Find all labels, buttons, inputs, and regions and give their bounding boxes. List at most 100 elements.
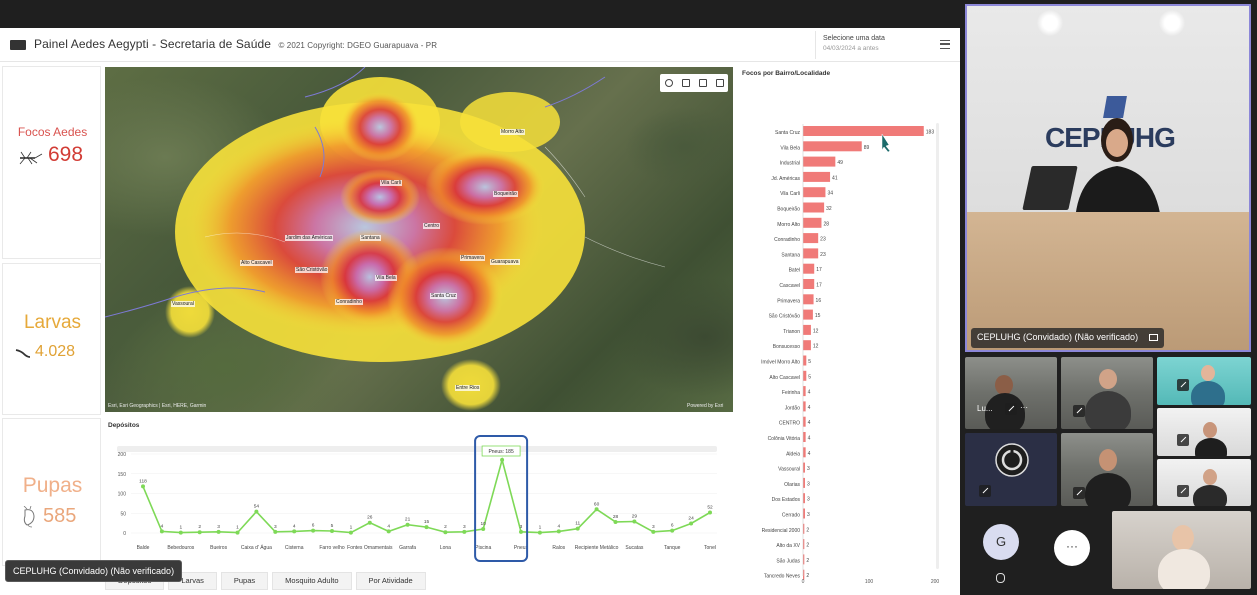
bar-value-label: 5: [808, 359, 811, 365]
line-point: [311, 528, 316, 533]
line-value-label: 118: [139, 478, 147, 484]
map-place-label: Morro Alto: [500, 129, 525, 135]
line-point: [651, 529, 656, 534]
bar-category-label: Dos Estados: [772, 497, 801, 503]
line-point: [178, 530, 183, 535]
focos-bar-chart[interactable]: Santa Cruz 183 Vila Bela 89 Industrial 49 Jd. …: [737, 67, 958, 589]
line-value-label: 4: [161, 523, 164, 529]
line-point: [141, 484, 145, 489]
bar-value-label: 34: [827, 191, 833, 197]
map-place-label: Conradinho: [335, 299, 363, 305]
bar-value-label: 89: [864, 145, 870, 151]
participant-tile[interactable]: [965, 433, 1057, 506]
menu-icon[interactable]: [940, 40, 950, 49]
line-value-label: 60: [594, 501, 600, 507]
self-view-tile[interactable]: [1112, 511, 1251, 589]
participant-tile[interactable]: [1157, 408, 1251, 456]
tab-mosquito-adulto[interactable]: Mosquito Adulto: [272, 572, 352, 590]
line-y-tick-label: 50: [120, 511, 126, 517]
map-place-label: Santana: [360, 235, 381, 241]
participant-tile[interactable]: [1061, 433, 1153, 506]
participant-tile[interactable]: [1157, 459, 1251, 506]
kpi-focos-aedes: Focos Aedes 698: [2, 66, 101, 259]
line-category-label: Caixa d' Água: [241, 544, 272, 551]
participant-tooltip: CEPLUHG (Convidado) (Não verificado): [5, 560, 183, 582]
line-value-label: 6: [312, 523, 315, 529]
line-category-label: Fontes Ornamentais: [347, 545, 393, 551]
line-point: [500, 457, 505, 462]
bar: [803, 447, 806, 458]
bar-category-label: Santa Cruz: [775, 130, 801, 136]
participant-head: [1203, 469, 1217, 485]
bar: [803, 248, 819, 259]
depositos-line-chart[interactable]: 0501001502001184123154346512642115231018…: [105, 418, 735, 563]
participant-head: [1172, 525, 1194, 551]
bar-category-label: Alto Cascavel: [769, 375, 800, 381]
bar-value-label: 3: [807, 466, 810, 472]
line-point: [159, 529, 164, 534]
active-speaker-video[interactable]: CEPLUHG CEPLUHG (Convidado) (Não verific…: [965, 4, 1251, 352]
bar-category-label: São Cristóvão: [769, 314, 801, 320]
depositos-line-chart-panel: Depósitos 0 50 100 150 200 118 4 1 2 3 1 54 3 4 6 5 1 26 4…: [105, 418, 735, 563]
line-value-label: 2: [198, 524, 201, 530]
map-layers-icon[interactable]: [698, 79, 707, 87]
line-point: [519, 529, 523, 534]
map-attribution: Esri, Esri Geographics | Esri, HERE, Gar…: [108, 403, 207, 409]
line-point: [292, 529, 297, 534]
map-home-icon[interactable]: [664, 79, 673, 87]
line-value-label: 4: [387, 523, 390, 529]
participant-head: [1203, 422, 1217, 438]
tab-pupas[interactable]: Pupas: [220, 572, 269, 590]
line-value-label: 3: [217, 524, 220, 530]
participant-tile[interactable]: [1157, 357, 1251, 405]
bar-value-label: 4: [808, 390, 811, 396]
mic-off-icon: [1177, 379, 1189, 391]
line-point: [367, 520, 372, 525]
line-point: [575, 526, 580, 531]
bar-category-label: Vassoural: [778, 467, 800, 473]
participant-tile[interactable]: Lu... ···: [965, 357, 1057, 429]
line-value-label: 4: [293, 523, 296, 529]
tooltip-box: [481, 445, 521, 457]
bar-category-label: CENTRO: [779, 421, 800, 427]
line-category-label: Piscina: [475, 545, 491, 551]
bar-category-label: São Judas: [776, 558, 800, 564]
line-value-label: 1: [539, 525, 542, 531]
bar-category-label: Cerrado: [782, 513, 800, 519]
date-selector[interactable]: Selecione uma data 04/03/2024 a antes: [815, 31, 933, 59]
line-point: [330, 529, 334, 534]
participant-body: [1085, 473, 1131, 506]
participant-tile-g[interactable]: G: [965, 510, 1037, 590]
bar-value-label: 2: [806, 573, 809, 579]
kpi-pupas-label: Pupas: [22, 474, 83, 497]
line-category-label: Lona: [440, 545, 451, 551]
bar-value-label: 2: [806, 558, 809, 564]
more-options-icon[interactable]: ···: [1020, 403, 1028, 412]
bar-category-label: Vila Carli: [780, 191, 800, 197]
participant-tile[interactable]: [1061, 357, 1153, 429]
bar-value-label: 16: [816, 298, 822, 304]
line-value-label: 10: [481, 521, 487, 527]
participant-logo-icon: [995, 443, 1029, 477]
heat-map[interactable]: Vila Carli Primavera Vila Bela Centro Sa…: [105, 67, 733, 412]
bar: [803, 171, 831, 182]
map-powered-by[interactable]: Powered by Esri: [687, 403, 724, 409]
tab-por-atividade[interactable]: Por Atividade: [355, 572, 426, 590]
line-point: [254, 509, 259, 514]
bar-chart-title: Focos por Bairro/Localidade: [742, 70, 831, 77]
larva-icon: [15, 349, 31, 358]
line-value-label: 1: [236, 525, 239, 531]
bar: [803, 202, 825, 213]
bar-category-label: Jordão: [785, 405, 801, 411]
bar-category-label: Bonsucesso: [773, 344, 800, 350]
line-value-label: 52: [707, 504, 713, 510]
line-category-label: Bueiros: [210, 545, 227, 551]
more-participants-button[interactable]: ···: [1054, 530, 1090, 566]
line-value-label: 26: [367, 515, 373, 521]
map-place-label: Guarapuava: [490, 259, 520, 265]
bar-value-label: 12: [813, 328, 819, 334]
line-value-label: 3: [520, 524, 523, 530]
focos-bar-chart-panel: Focos por Bairro/Localidade Santa Cruz 18…: [737, 67, 958, 589]
map-legend-icon[interactable]: [681, 79, 690, 87]
map-basemap-icon[interactable]: [715, 79, 724, 87]
